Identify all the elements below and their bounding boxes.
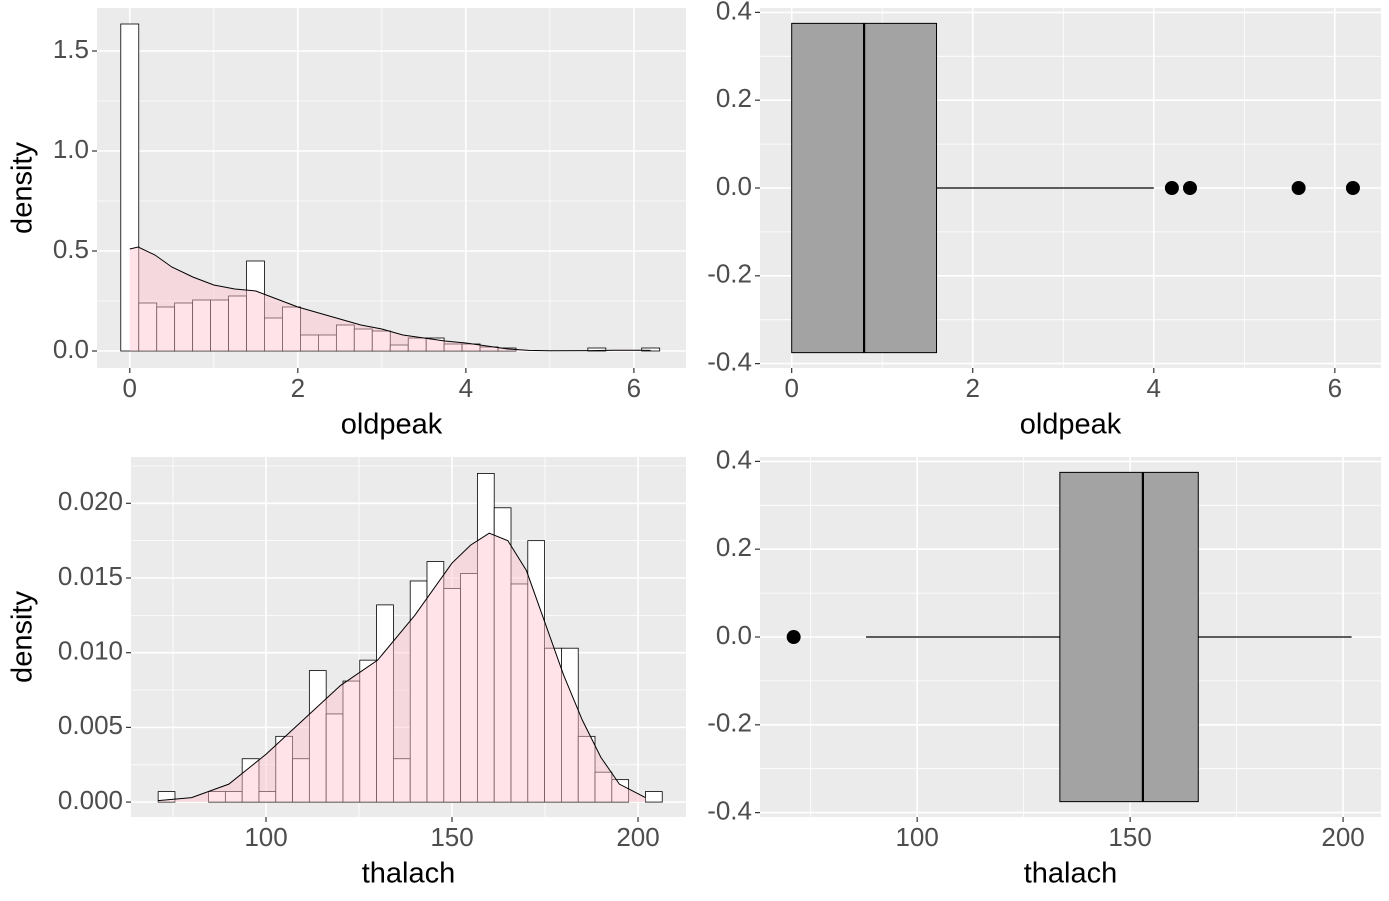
y-tick-label: 0.0	[716, 171, 752, 201]
x-tick-label: 150	[1108, 822, 1151, 852]
x-axis-title: thalach	[1024, 858, 1118, 890]
y-tick-label: -0.4	[707, 795, 752, 825]
outlier	[1164, 181, 1179, 195]
y-tick-label: 0.010	[58, 636, 123, 666]
x-tick-label: 4	[459, 373, 473, 403]
density-line	[129, 246, 651, 352]
y-tick-label: 0.4	[716, 0, 752, 25]
bar	[371, 330, 391, 352]
panel: 0 2 4 6 -0.4 -0.2 0.0 0.2 0.4 oldpeak	[707, 0, 1381, 441]
x-tick-label: 6	[627, 373, 641, 403]
box	[1059, 471, 1199, 803]
y-axis-title: density	[7, 591, 39, 683]
y-tick-label: 0.0	[53, 334, 89, 364]
x-tick-label: 0	[123, 373, 137, 403]
y-tick-label: 0.005	[58, 710, 123, 740]
x-tick-label: 0	[784, 373, 798, 403]
y-tick-label: 0.2	[716, 532, 752, 562]
bar	[641, 347, 661, 352]
y-tick-label: 0.000	[58, 785, 123, 815]
y-tick-label: -0.2	[707, 708, 752, 738]
y-tick-label: 1.0	[53, 134, 89, 164]
y-tick-label: 0.2	[716, 83, 752, 113]
x-tick-label: 2	[965, 373, 979, 403]
bar	[376, 604, 394, 803]
x-tick-label: 200	[1321, 822, 1364, 852]
y-tick-label: -0.2	[707, 259, 752, 289]
bar	[246, 260, 265, 352]
x-tick-label: 2	[291, 373, 305, 403]
bar	[611, 779, 630, 803]
panel: 100 150 200 -0.4 -0.2 0.0 0.2 0.4 thalach	[707, 444, 1381, 890]
panel: 100 150 200 0.000 0.005 0.010 0.015 0.020 thalac…	[7, 457, 686, 890]
x-axis-title: oldpeak	[341, 409, 443, 441]
y-tick-label: 0.0	[716, 620, 752, 650]
outlier	[786, 630, 801, 644]
y-tick-label: 0.5	[53, 234, 89, 264]
x-tick-label: 200	[616, 822, 659, 852]
bar	[577, 735, 596, 803]
y-tick-label: 0.015	[58, 561, 123, 591]
y-tick-label: 1.5	[53, 34, 89, 64]
y-tick-label: -0.4	[707, 346, 752, 376]
density-line	[158, 532, 646, 802]
y-axis-title: density	[7, 142, 39, 234]
x-tick-label: 100	[244, 822, 287, 852]
bar	[120, 23, 140, 352]
x-tick-label: 150	[430, 822, 473, 852]
x-tick-label: 100	[895, 822, 938, 852]
density-area	[158, 533, 646, 803]
x-tick-label: 6	[1328, 373, 1342, 403]
outlier	[1182, 181, 1197, 195]
y-tick-label: 0.4	[716, 444, 752, 474]
bar	[282, 306, 301, 352]
bar	[561, 647, 579, 803]
y-tick-label: 0.020	[58, 486, 123, 516]
x-axis-title: oldpeak	[1020, 409, 1122, 441]
panel: 0 2 4 6 0.0 0.5 1.0 1.5 oldpeak density	[7, 8, 686, 441]
bar	[645, 791, 663, 803]
outlier	[1345, 181, 1360, 195]
x-axis-title: thalach	[362, 858, 456, 890]
x-tick-label: 4	[1147, 373, 1161, 403]
density-area	[129, 247, 651, 351]
bar	[157, 791, 176, 803]
outlier	[1291, 181, 1306, 195]
